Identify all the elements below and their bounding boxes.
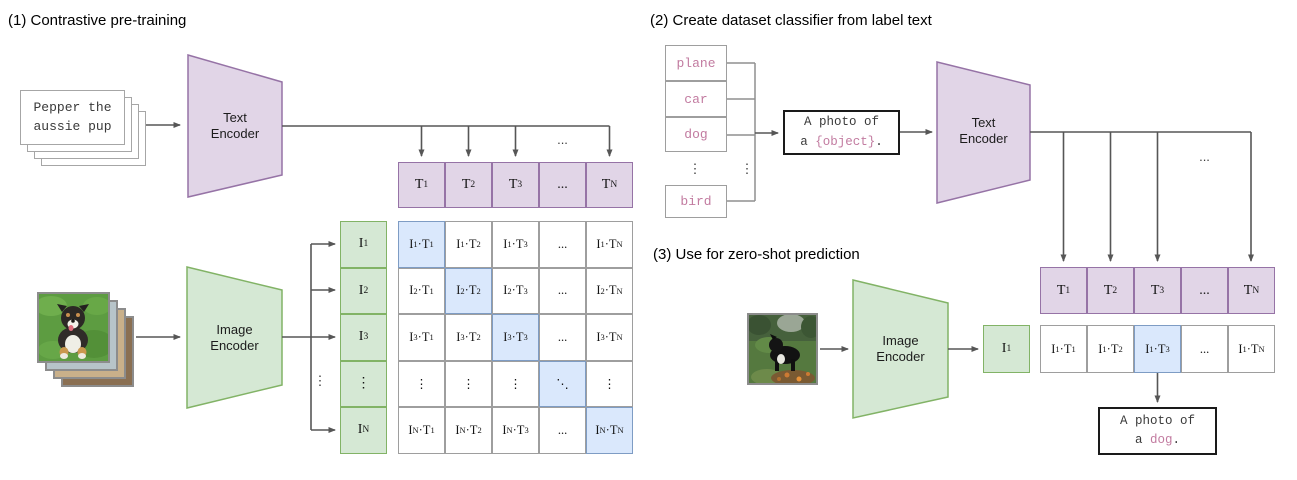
text-encoder-shape-1 — [187, 54, 283, 198]
prediction-line: a dog. — [1135, 431, 1180, 450]
prompt-text: a — [1134, 433, 1150, 447]
prediction-line: A photo of — [1120, 412, 1195, 431]
matrix-cell: I 3 ·T 2 — [445, 314, 492, 361]
prompt-line: a {object}. — [800, 133, 883, 152]
matrix-cell: ⋮ — [492, 360, 539, 407]
matrix-cell-highlighted: I 1 ·T 1 — [398, 221, 445, 268]
matrix-cell-highlighted: I N ·T N — [586, 407, 633, 454]
puppy-photo-art — [35, 294, 114, 361]
prompt-pink-text: dog — [1149, 433, 1173, 447]
matrix-cell: ... — [539, 267, 586, 314]
matrix-cell: I 1 ·T 3 — [492, 221, 539, 268]
image-encoder-label-1: Image Encoder — [210, 321, 259, 353]
dog-photo-art — [747, 314, 821, 386]
class-label-box: dog — [665, 117, 727, 152]
matrix-cell: ⋮ — [586, 360, 633, 407]
matrix-cell: ⋮ — [445, 360, 492, 407]
matrix-cell: I 2 ·T 3 — [492, 267, 539, 314]
matrix-cell: I N ·T 2 — [445, 407, 492, 454]
matrix-cell: I 3 ·T 1 — [398, 314, 445, 361]
prompt-text: A photo of — [1119, 413, 1195, 428]
prompt-text: a — [800, 134, 816, 149]
prediction-box: A photo of a dog. — [1098, 407, 1217, 455]
prompt-text: . — [875, 134, 883, 149]
score-cell: I 1 ·T N — [1228, 325, 1275, 373]
matrix-cell: I 2 ·T 1 — [398, 267, 445, 314]
matrix-cell: ... — [539, 407, 586, 454]
score-cell: I 1 ·T 2 — [1087, 325, 1134, 373]
image-encoder-shape-1 — [186, 266, 283, 409]
prompt-text: A photo of — [803, 115, 879, 130]
prompt-line: A photo of — [804, 113, 879, 132]
text-input-card: Pepper the aussie pup — [20, 90, 125, 145]
text-embedding-cell-2: ... — [1181, 267, 1228, 314]
matrix-cell: ... — [539, 221, 586, 268]
class-label-box: plane — [665, 45, 727, 81]
matrix-cell: I N ·T 3 — [492, 407, 539, 454]
matrix-cell: ... — [539, 314, 586, 361]
ellipsis-top-row: ... — [557, 132, 568, 147]
vdots-branch: ⋮ — [313, 373, 327, 388]
score-cell-highlighted: I 1 ·T 3 — [1134, 325, 1181, 373]
matrix-cell-highlighted: I 3 ·T 3 — [492, 314, 539, 361]
vdots-bus: ⋮ — [740, 161, 754, 176]
matrix-cell: I 1 ·T N — [586, 221, 633, 268]
class-label-box: car — [665, 81, 727, 117]
matrix-cell: ⋮ — [398, 360, 445, 407]
dog-photo — [747, 313, 821, 386]
matrix-cell: I 1 ·T 2 — [445, 221, 492, 268]
prompt-text: . — [1172, 433, 1181, 447]
text-encoder-label-1: Text Encoder — [210, 109, 260, 141]
puppy-photo — [35, 292, 114, 363]
matrix-cell-highlighted: ⋱ — [539, 360, 586, 407]
panel1-title: (1) Contrastive pre-training — [8, 12, 187, 29]
image-encoder-label-2: Image Encoder — [876, 332, 925, 364]
image-embedding-cell: ⋮ — [340, 360, 387, 407]
matrix-cell: I 2 ·T N — [586, 267, 633, 314]
panel2-title: (2) Create dataset classifier from label… — [650, 12, 932, 29]
score-cell: ... — [1181, 325, 1228, 373]
prompt-template-box: A photo of a {object}. — [783, 110, 900, 155]
text-encoder-label-2: Text Encoder — [959, 114, 1008, 146]
text-embedding-cell: ... — [539, 162, 586, 208]
image-encoder-shape-2 — [852, 279, 949, 419]
prompt-pink-text: {object} — [815, 134, 876, 149]
panel3-title: (3) Use for zero-shot prediction — [653, 246, 860, 263]
text-encoder-shape-2 — [936, 61, 1031, 204]
score-cell: I 1 ·T 1 — [1040, 325, 1087, 373]
ellipsis-drop-zone: ... — [1199, 149, 1210, 164]
matrix-cell: I N ·T 1 — [398, 407, 445, 454]
vdots-labels: ⋮ — [688, 161, 702, 176]
matrix-cell-highlighted: I 2 ·T 2 — [445, 267, 492, 314]
class-label-box: bird — [665, 185, 727, 218]
matrix-cell: I 3 ·T N — [586, 314, 633, 361]
